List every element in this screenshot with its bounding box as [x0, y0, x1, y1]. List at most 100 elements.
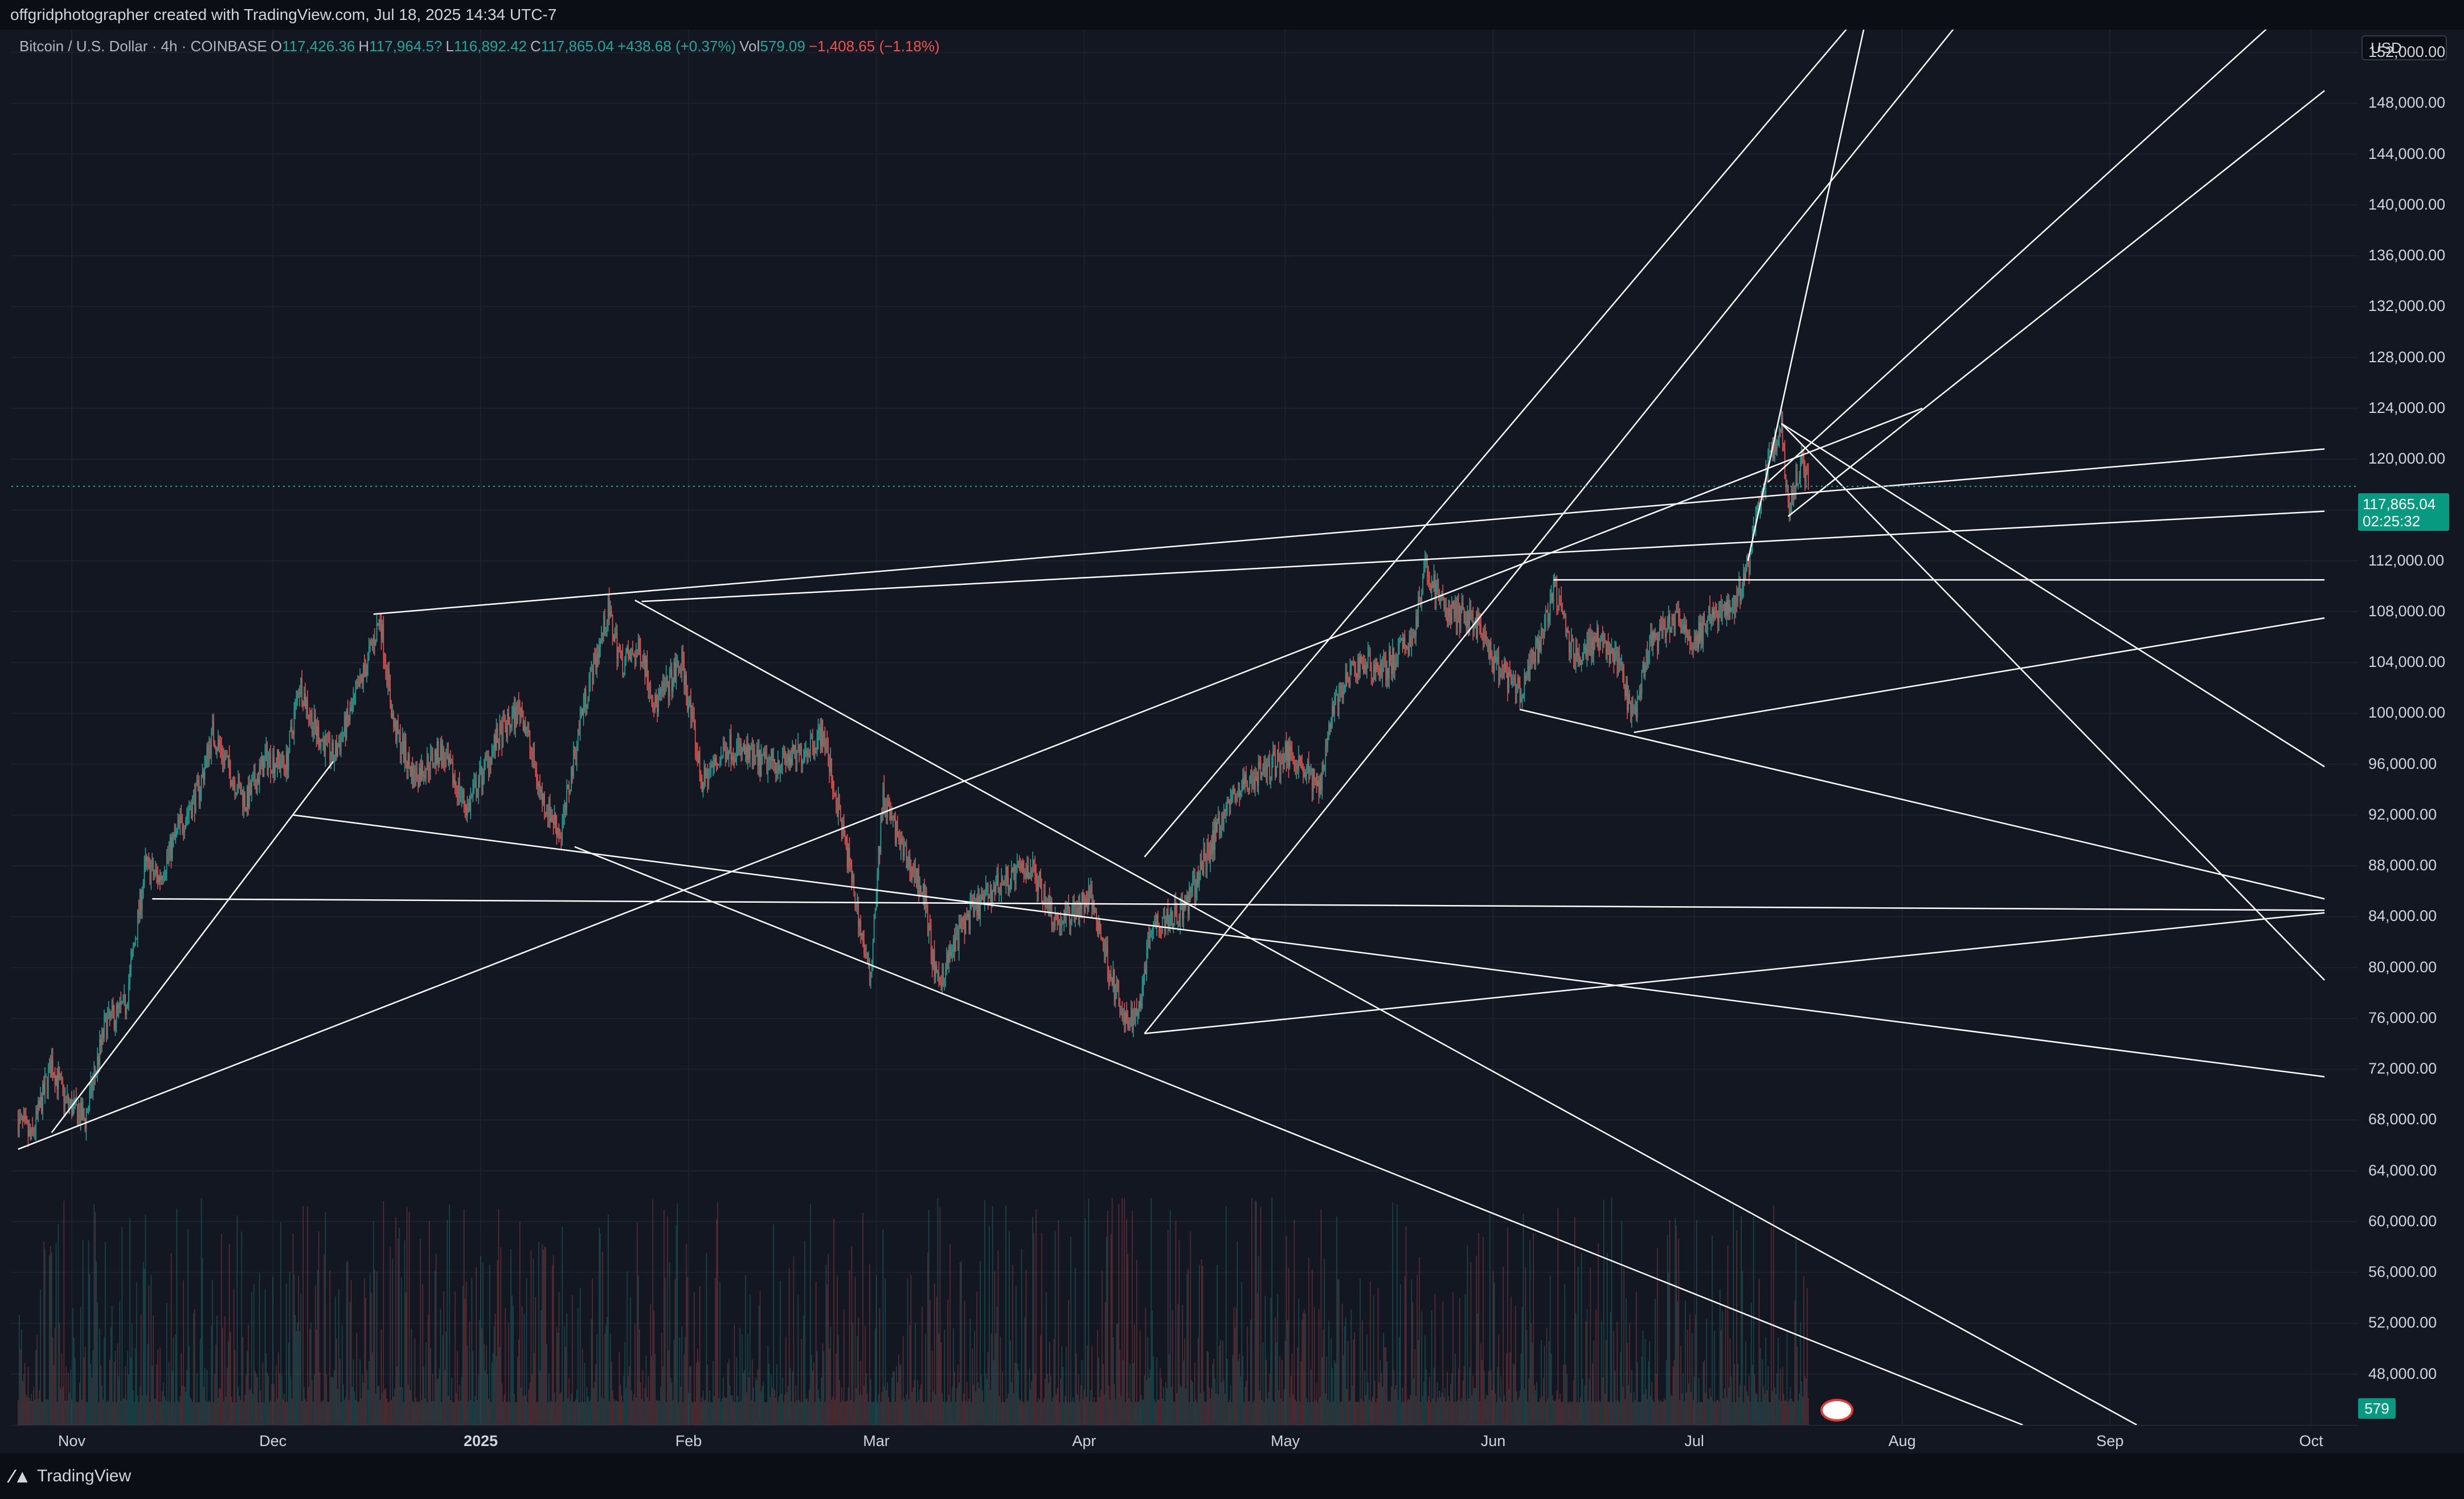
volume-bar	[1587, 1400, 1589, 1425]
trendline[interactable]	[574, 846, 2023, 1425]
symbol-label[interactable]: Bitcoin / U.S. Dollar · 4h · COINBASE	[19, 38, 267, 55]
candle-body	[116, 1005, 117, 1022]
volume-bar	[757, 1369, 759, 1425]
volume-bar	[255, 1374, 257, 1425]
trendline[interactable]	[1144, 912, 2325, 1034]
candle-body	[1191, 891, 1192, 892]
volume-bar	[1366, 1334, 1368, 1425]
volume-bar	[900, 1364, 902, 1425]
candle-body	[622, 652, 623, 675]
volume-bar	[1308, 1257, 1309, 1425]
price-tick-label: 88,000.00	[2368, 857, 2437, 874]
candle-body	[914, 869, 915, 882]
volume-bar	[1033, 1232, 1034, 1425]
trendline[interactable]	[1520, 708, 2325, 900]
volume-bar	[1426, 1369, 1427, 1425]
volume-bar	[523, 1314, 525, 1425]
volume-bar	[840, 1402, 841, 1425]
candle-body	[137, 910, 138, 939]
candle-body	[1512, 681, 1513, 683]
price-tick-label: 64,000.00	[2368, 1161, 2437, 1179]
volume-bar	[1487, 1395, 1488, 1425]
candle-body	[1045, 890, 1046, 908]
price-axis[interactable]: 152,000.00 148,000.00 144,000.00 140,000.00…	[2358, 30, 2464, 1453]
candle-body	[528, 731, 530, 732]
candle-body	[146, 857, 148, 862]
currency-button[interactable]: USD	[2361, 35, 2447, 60]
volume-bar	[597, 1402, 599, 1425]
trendline[interactable]	[635, 599, 2138, 1425]
volume-bar	[290, 1376, 292, 1425]
candle-body	[1057, 916, 1058, 922]
time-tick-label: Sep	[2096, 1432, 2124, 1449]
volume-bar	[1335, 1363, 1336, 1425]
candle-body	[228, 755, 230, 768]
volume-bar	[797, 1295, 799, 1425]
candle-body	[866, 953, 867, 956]
volume-bar	[284, 1393, 285, 1425]
candle-body	[963, 921, 964, 923]
candle-body	[1786, 485, 1788, 487]
candle-body	[1780, 430, 1781, 432]
trendline[interactable]	[1787, 90, 2325, 517]
trendline[interactable]	[1747, 0, 1876, 561]
volume-bar	[1766, 1390, 1767, 1425]
candle-body	[122, 995, 124, 1003]
flag-icon[interactable]	[1820, 1399, 1853, 1422]
candle-body	[821, 720, 822, 747]
volume-bar	[1230, 1385, 1231, 1425]
volume-bar	[1203, 1391, 1205, 1425]
volume-bar	[1512, 1402, 1513, 1425]
trendline[interactable]	[51, 761, 334, 1133]
volume-bar	[747, 1333, 748, 1425]
candle-body	[27, 1123, 29, 1137]
tradingview-logo-icon[interactable]: ⁄▲	[10, 1465, 32, 1486]
trendline[interactable]	[18, 407, 1923, 1150]
candle-body	[956, 929, 957, 934]
volume-bar	[285, 1283, 287, 1425]
volume-bar	[1517, 1400, 1518, 1425]
trendline[interactable]	[1634, 617, 2325, 734]
candle-body	[1618, 653, 1619, 674]
candle-body	[165, 872, 166, 876]
volume-bar	[1432, 1398, 1434, 1425]
candle-body	[1362, 662, 1363, 665]
volume-bar	[77, 1402, 78, 1425]
candle-body	[885, 805, 886, 808]
candle-body	[1070, 920, 1071, 924]
trendline[interactable]	[293, 814, 2325, 1078]
trendline[interactable]	[1767, 0, 2324, 483]
candle-body	[1399, 640, 1401, 642]
candle-body	[694, 715, 695, 727]
candle-body	[1505, 662, 1506, 671]
candle-body	[1519, 684, 1521, 702]
candle-body	[768, 757, 770, 761]
candle-body	[1029, 874, 1030, 878]
candle-body	[544, 794, 545, 812]
volume-bar	[645, 1355, 647, 1425]
trendline[interactable]	[1781, 423, 2326, 981]
volume-bar	[219, 1388, 220, 1425]
trendline[interactable]	[1144, 0, 1996, 1034]
volume-bar	[297, 1322, 298, 1425]
candle-body	[1141, 986, 1143, 998]
footer-brand[interactable]: TradingView	[37, 1467, 132, 1485]
trendline[interactable]	[1781, 423, 2325, 768]
trendline[interactable]	[152, 898, 2325, 911]
candle-body	[362, 677, 363, 682]
volume-bar	[312, 1379, 313, 1425]
time-axis[interactable]: Nov Dec 2025 Feb Mar Apr May Jun Jul Aug Sep Oct	[11, 1425, 2358, 1454]
candle-body	[1440, 597, 1442, 602]
trendline[interactable]	[373, 448, 2325, 615]
volume-bar	[144, 1268, 145, 1425]
volume-bar	[1106, 1236, 1107, 1425]
trendline[interactable]	[641, 510, 2325, 603]
volume-bar	[1116, 1324, 1118, 1425]
candle-body	[1558, 596, 1560, 607]
volume-bar	[44, 1248, 46, 1425]
candle-body	[792, 745, 793, 765]
trendline[interactable]	[1144, 0, 1902, 858]
volume-bar	[1193, 1402, 1194, 1425]
price-tick-label: 140,000.00	[2368, 195, 2446, 213]
